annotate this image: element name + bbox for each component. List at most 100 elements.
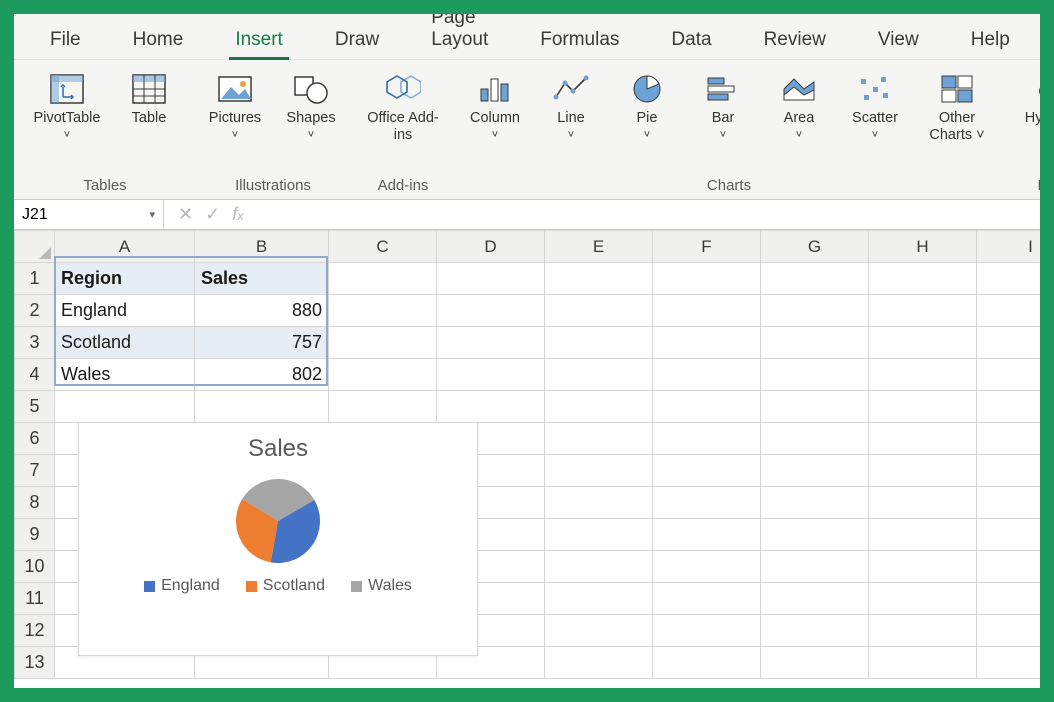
- cell-I1[interactable]: [977, 263, 1041, 295]
- cell-A5[interactable]: [55, 391, 195, 423]
- cell-F12[interactable]: [653, 615, 761, 647]
- cell-E5[interactable]: [545, 391, 653, 423]
- tab-draw[interactable]: Draw: [309, 19, 405, 59]
- cell-F1[interactable]: [653, 263, 761, 295]
- cell-I13[interactable]: [977, 647, 1041, 679]
- cell-C5[interactable]: [329, 391, 437, 423]
- other-button[interactable]: Other Charts ˅: [920, 66, 994, 143]
- cell-F10[interactable]: [653, 551, 761, 583]
- column-header-C[interactable]: C: [329, 231, 437, 263]
- tab-page-layout[interactable]: Page Layout: [405, 14, 514, 59]
- cell-I3[interactable]: [977, 327, 1041, 359]
- cell-A4[interactable]: Wales: [55, 359, 195, 391]
- scatter-button[interactable]: Scatter˅: [844, 66, 906, 141]
- cell-G6[interactable]: [761, 423, 869, 455]
- column-header-E[interactable]: E: [545, 231, 653, 263]
- cell-G12[interactable]: [761, 615, 869, 647]
- tab-file[interactable]: File: [24, 19, 107, 59]
- cell-E1[interactable]: [545, 263, 653, 295]
- cell-F8[interactable]: [653, 487, 761, 519]
- cell-I10[interactable]: [977, 551, 1041, 583]
- column-header-F[interactable]: F: [653, 231, 761, 263]
- cell-I6[interactable]: [977, 423, 1041, 455]
- formula-input[interactable]: [258, 200, 1040, 229]
- row-header-4[interactable]: 4: [15, 359, 55, 391]
- shapes-button[interactable]: Shapes˅: [280, 66, 342, 141]
- cell-E10[interactable]: [545, 551, 653, 583]
- cell-H2[interactable]: [869, 295, 977, 327]
- cell-C2[interactable]: [329, 295, 437, 327]
- line-button[interactable]: Line˅: [540, 66, 602, 141]
- cell-I4[interactable]: [977, 359, 1041, 391]
- cell-I5[interactable]: [977, 391, 1041, 423]
- cell-G9[interactable]: [761, 519, 869, 551]
- cell-C3[interactable]: [329, 327, 437, 359]
- row-header-9[interactable]: 9: [15, 519, 55, 551]
- cell-F13[interactable]: [653, 647, 761, 679]
- cell-G2[interactable]: [761, 295, 869, 327]
- cancel-icon[interactable]: ✕: [178, 204, 193, 225]
- name-box[interactable]: J21 ▾: [14, 200, 164, 229]
- row-header-5[interactable]: 5: [15, 391, 55, 423]
- row-header-2[interactable]: 2: [15, 295, 55, 327]
- addins-button[interactable]: Office Add-ins: [366, 66, 440, 143]
- area-button[interactable]: Area˅: [768, 66, 830, 141]
- column-header-A[interactable]: A: [55, 231, 195, 263]
- cell-B3[interactable]: 757: [195, 327, 329, 359]
- cell-I9[interactable]: [977, 519, 1041, 551]
- cell-E4[interactable]: [545, 359, 653, 391]
- pictures-button[interactable]: Pictures˅: [204, 66, 266, 141]
- tab-help[interactable]: Help: [945, 19, 1036, 59]
- tab-formulas[interactable]: Formulas: [514, 19, 645, 59]
- cell-I2[interactable]: [977, 295, 1041, 327]
- cell-H9[interactable]: [869, 519, 977, 551]
- cell-G8[interactable]: [761, 487, 869, 519]
- cell-H13[interactable]: [869, 647, 977, 679]
- cell-H11[interactable]: [869, 583, 977, 615]
- row-header-3[interactable]: 3: [15, 327, 55, 359]
- cell-B5[interactable]: [195, 391, 329, 423]
- cell-H8[interactable]: [869, 487, 977, 519]
- cell-A2[interactable]: England: [55, 295, 195, 327]
- cell-F7[interactable]: [653, 455, 761, 487]
- cell-G1[interactable]: [761, 263, 869, 295]
- pie-button[interactable]: Pie˅: [616, 66, 678, 141]
- pivot-button[interactable]: PivotTable˅: [30, 66, 104, 141]
- column-header-I[interactable]: I: [977, 231, 1041, 263]
- cell-E8[interactable]: [545, 487, 653, 519]
- row-header-10[interactable]: 10: [15, 551, 55, 583]
- cell-G3[interactable]: [761, 327, 869, 359]
- select-all-corner[interactable]: [15, 231, 55, 263]
- cell-H12[interactable]: [869, 615, 977, 647]
- cell-D1[interactable]: [437, 263, 545, 295]
- cell-H4[interactable]: [869, 359, 977, 391]
- cell-G5[interactable]: [761, 391, 869, 423]
- row-header-12[interactable]: 12: [15, 615, 55, 647]
- cell-I12[interactable]: [977, 615, 1041, 647]
- fx-icon[interactable]: fx: [232, 204, 244, 225]
- cell-B2[interactable]: 880: [195, 295, 329, 327]
- column-button[interactable]: Column˅: [464, 66, 526, 141]
- cell-B4[interactable]: 802: [195, 359, 329, 391]
- column-header-H[interactable]: H: [869, 231, 977, 263]
- tab-insert[interactable]: Insert: [209, 19, 309, 59]
- cell-H7[interactable]: [869, 455, 977, 487]
- cell-H3[interactable]: [869, 327, 977, 359]
- table-button[interactable]: Table: [118, 66, 180, 127]
- cell-D5[interactable]: [437, 391, 545, 423]
- row-header-13[interactable]: 13: [15, 647, 55, 679]
- hyperlink-button[interactable]: Hyperlink: [1018, 66, 1040, 127]
- cell-I7[interactable]: [977, 455, 1041, 487]
- cell-C4[interactable]: [329, 359, 437, 391]
- cell-C1[interactable]: [329, 263, 437, 295]
- cell-E3[interactable]: [545, 327, 653, 359]
- column-header-B[interactable]: B: [195, 231, 329, 263]
- tab-home[interactable]: Home: [107, 19, 210, 59]
- cell-F9[interactable]: [653, 519, 761, 551]
- cell-E11[interactable]: [545, 583, 653, 615]
- cell-E12[interactable]: [545, 615, 653, 647]
- worksheet[interactable]: ABCDEFGHI1RegionSales2England8803Scotlan…: [14, 230, 1040, 688]
- cell-H10[interactable]: [869, 551, 977, 583]
- embedded-chart[interactable]: Sales EnglandScotlandWales: [78, 422, 478, 656]
- cell-D4[interactable]: [437, 359, 545, 391]
